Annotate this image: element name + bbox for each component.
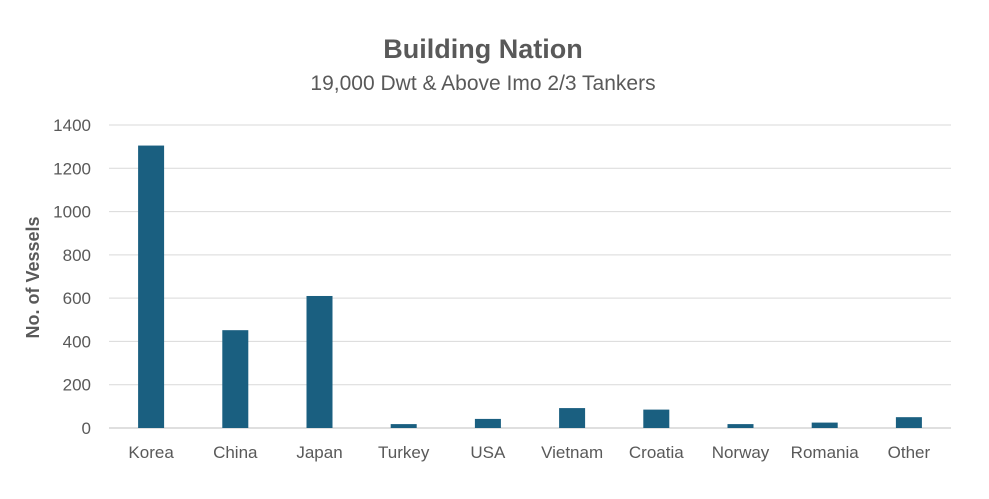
bar-turkey — [390, 424, 417, 428]
bar-romania — [811, 422, 838, 428]
x-tick-label: Norway — [712, 443, 770, 462]
bar-other — [895, 417, 922, 428]
x-tick-label: Turkey — [378, 443, 430, 462]
bar-croatia — [643, 409, 670, 428]
bar-usa — [474, 418, 501, 428]
y-tick-label: 800 — [63, 246, 91, 265]
y-axis-label: No. of Vessels — [23, 216, 43, 338]
x-tick-label: Other — [888, 443, 931, 462]
x-tick-label: Korea — [128, 443, 174, 462]
x-tick-label: Romania — [791, 443, 860, 462]
y-tick-label: 0 — [82, 419, 91, 438]
y-tick-label: 400 — [63, 332, 91, 351]
y-tick-label: 1200 — [53, 159, 91, 178]
bar-norway — [727, 424, 754, 428]
bar-vietnam — [559, 408, 586, 428]
y-tick-label: 1000 — [53, 203, 91, 222]
chart-subtitle: 19,000 Dwt & Above Imo 2/3 Tankers — [310, 72, 656, 95]
bar-korea — [138, 145, 165, 428]
x-tick-label: China — [213, 443, 258, 462]
x-tick-label: Croatia — [629, 443, 684, 462]
x-tick-label: Japan — [296, 443, 342, 462]
chart-title: Building Nation — [383, 34, 583, 64]
x-tick-label: Vietnam — [541, 443, 603, 462]
bar-japan — [306, 295, 333, 428]
y-tick-label: 1400 — [53, 116, 91, 135]
y-tick-label: 200 — [63, 376, 91, 395]
bar-china — [222, 330, 249, 428]
y-tick-label: 600 — [63, 289, 91, 308]
x-tick-label: USA — [470, 443, 506, 462]
